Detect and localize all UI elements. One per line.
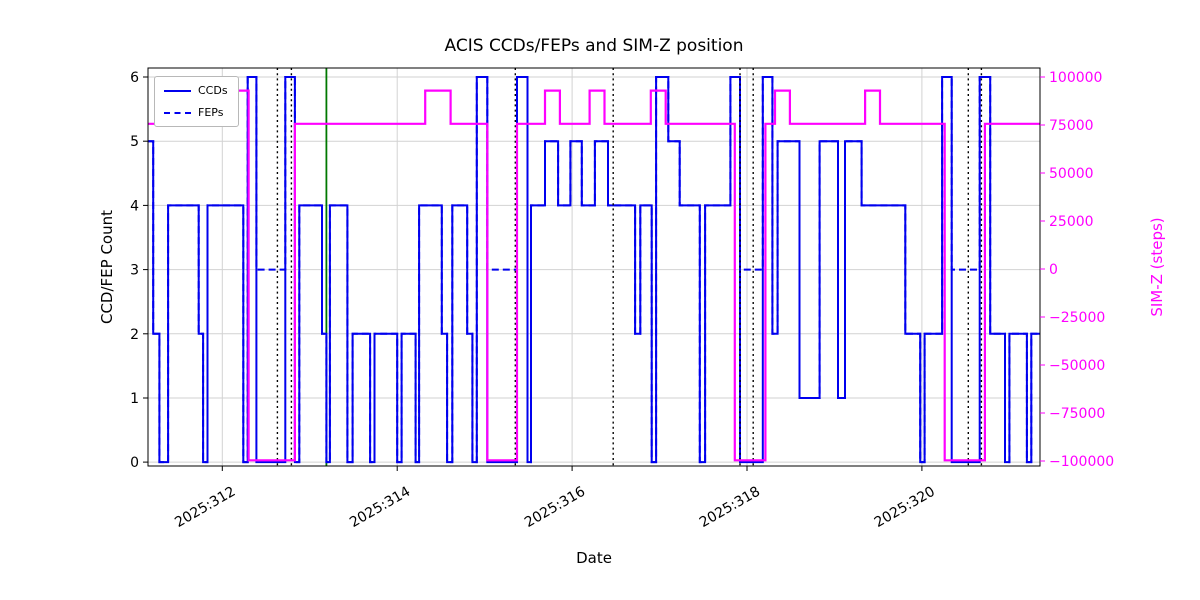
ccds-line-sample — [164, 89, 191, 92]
y-left-tick-label: 3 — [130, 263, 139, 279]
x-ticks: 2025:312 2025:314 2025:316 2025:318 2025:320 — [172, 466, 938, 531]
plot-frame — [147, 67, 1041, 467]
chart-title: ACIS CCDs/FEPs and SIM-Z position — [444, 36, 744, 56]
legend-item-ccds: CCDs — [164, 84, 228, 97]
y-left-tick-label: 0 — [130, 455, 139, 471]
y-left-ticks: 0 1 2 3 4 5 6 — [130, 70, 148, 471]
y-right-tick-label: −100000 — [1049, 454, 1114, 470]
feps-line — [148, 76, 1040, 464]
y-right-ticks: 100000 75000 50000 25000 0 −25000 −50000 −75000… — [1040, 70, 1114, 470]
y-right-tick-label: −50000 — [1049, 358, 1105, 374]
x-tick-label: 2025:320 — [872, 484, 938, 531]
x-tick-label: 2025:318 — [697, 484, 763, 531]
feps-line-sample — [164, 111, 191, 114]
x-tick-label: 2025:312 — [172, 484, 238, 531]
y-right-tick-label: −25000 — [1049, 310, 1105, 326]
y-left-tick-label: 6 — [130, 70, 139, 86]
y-right-tick-label: 75000 — [1049, 118, 1094, 134]
y-left-tick-label: 2 — [130, 327, 139, 343]
y-right-tick-label: 25000 — [1049, 214, 1094, 230]
y-right-tick-label: 0 — [1049, 262, 1058, 278]
legend: CCDs FEPs — [154, 76, 239, 127]
x-tick-label: 2025:314 — [347, 484, 413, 531]
x-tick-label: 2025:316 — [522, 484, 588, 531]
simz-line — [148, 89, 1040, 462]
y-axis-label-left: CCD/FEP Count — [98, 209, 116, 325]
y-right-tick-label: −75000 — [1049, 406, 1105, 422]
legend-label-feps: FEPs — [198, 106, 224, 119]
y-right-tick-label: 100000 — [1049, 70, 1102, 86]
y-axis-label-right: SIM-Z (steps) — [1148, 217, 1166, 317]
y-left-tick-label: 4 — [130, 198, 139, 214]
x-axis-label: Date — [576, 549, 612, 567]
dotted-vlines — [276, 68, 983, 466]
y-left-tick-label: 1 — [130, 391, 139, 407]
y-right-tick-label: 50000 — [1049, 166, 1094, 182]
legend-item-feps: FEPs — [164, 106, 228, 119]
legend-label-ccds: CCDs — [198, 84, 228, 97]
y-left-tick-label: 5 — [130, 134, 139, 150]
